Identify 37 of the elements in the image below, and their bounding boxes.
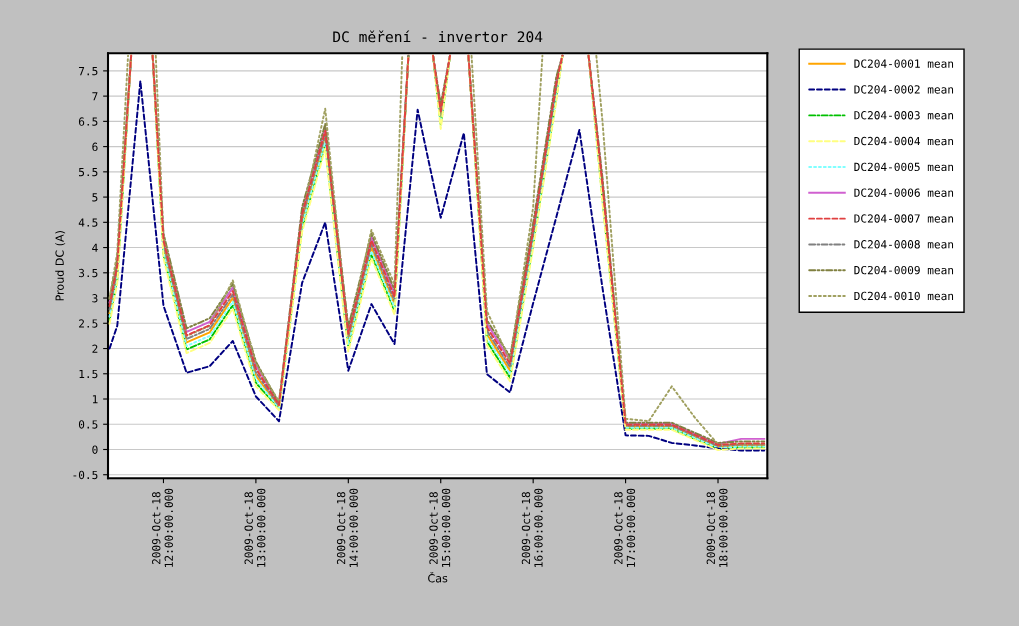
legend-label: DC204-0003 mean: [854, 111, 954, 120]
y-tick-label: 1: [92, 395, 98, 404]
y-tick-label: 0: [92, 445, 98, 454]
legend-label: DC204-0009 mean: [854, 265, 954, 275]
y-tick-label: 2: [92, 344, 98, 353]
y-tick-label: 6: [92, 142, 98, 152]
x-tick-label: 2009-Oct-18 13:00:00.000: [244, 488, 266, 567]
legend-label: DC204-0005 mean: [854, 162, 954, 172]
y-tick-label: 0.5: [78, 420, 98, 429]
legend-label: DC204-0007 mean: [854, 214, 954, 223]
legend-label: DC204-0006 mean: [854, 188, 954, 197]
x-tick-label: 2009-Oct-18 12:00:00.000: [152, 488, 173, 567]
x-tick-label: 2009-Oct-18 14:00:00.000: [336, 488, 358, 567]
y-tick-label: -0.5: [73, 470, 98, 480]
legend-label: DC204-0008 mean: [854, 240, 954, 249]
x-tick-label: 2009-Oct-18 18:00:00.000: [706, 488, 728, 567]
x-tick-label: 2009-Oct-18 16:00:00.000: [521, 488, 543, 567]
y-tick-label: 6.5: [78, 117, 98, 126]
y-tick-label: 3: [92, 294, 98, 303]
y-tick-label: 3.5: [78, 268, 98, 278]
y-tick-label: 5: [92, 193, 98, 202]
x-axis-title: Čas: [428, 571, 448, 583]
y-tick-label: 2.5: [79, 319, 98, 328]
y-tick-label: 7.5: [78, 67, 98, 76]
y-axis-title: Proud DC (A): [55, 231, 66, 301]
y-tick-label: 4.5: [78, 218, 98, 227]
chart-title: DC měření - invertor 204: [333, 30, 543, 43]
x-tick-label: 2009-Oct-18 17:00:00.000: [614, 488, 636, 567]
x-tick-label: 2009-Oct-18 15:00:00.000: [429, 488, 451, 567]
legend-label: DC204-0010 mean: [854, 291, 954, 301]
y-tick-label: 4: [92, 243, 98, 252]
legend-label: DC204-0004 mean: [854, 136, 954, 146]
y-tick-label: 7: [92, 92, 98, 101]
y-tick-label: 1.5: [79, 369, 98, 379]
y-tick-label: 5.5: [79, 167, 98, 177]
legend-label: DC204-0001 mean: [854, 59, 954, 68]
legend-label: DC204-0002 mean: [854, 85, 954, 94]
